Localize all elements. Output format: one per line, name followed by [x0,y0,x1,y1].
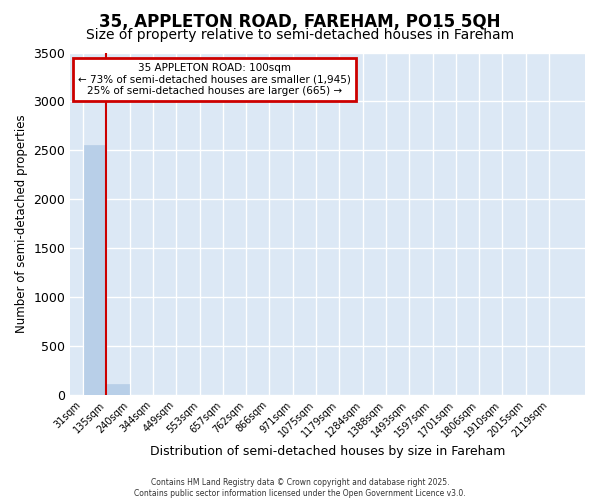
X-axis label: Distribution of semi-detached houses by size in Fareham: Distribution of semi-detached houses by … [150,444,505,458]
Text: Contains HM Land Registry data © Crown copyright and database right 2025.
Contai: Contains HM Land Registry data © Crown c… [134,478,466,498]
Bar [107,384,129,395]
Text: 35, APPLETON ROAD, FAREHAM, PO15 5QH: 35, APPLETON ROAD, FAREHAM, PO15 5QH [99,12,501,30]
Text: Size of property relative to semi-detached houses in Fareham: Size of property relative to semi-detach… [86,28,514,42]
Bar [83,146,106,395]
Y-axis label: Number of semi-detached properties: Number of semi-detached properties [15,114,28,333]
Text: 35 APPLETON ROAD: 100sqm
← 73% of semi-detached houses are smaller (1,945)
25% o: 35 APPLETON ROAD: 100sqm ← 73% of semi-d… [78,63,351,96]
